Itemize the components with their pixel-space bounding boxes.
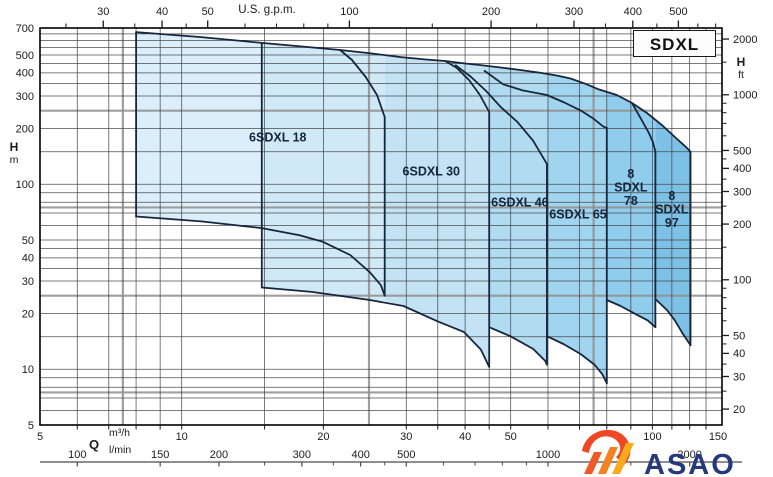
- y-right-tick-label: 300: [733, 186, 751, 198]
- x-bottom-lmin-tick-label: 2000: [677, 449, 701, 461]
- envelope-fill-zones: [136, 32, 691, 384]
- y-left-axis: 700 500 400 300 200 100 50 40 30 20 10 5: [16, 23, 34, 432]
- envelope-fill-zone: [384, 55, 490, 367]
- x-bottom-m3h-tick-label: 20: [317, 431, 329, 443]
- plot-frame: [39, 27, 723, 426]
- x-top-tick-label: 30: [97, 6, 109, 18]
- y-left-tick-label: 200: [16, 123, 34, 135]
- envelope-label: 6SDXL 18: [249, 131, 306, 145]
- logo-swoosh-icon: [582, 429, 631, 465]
- y-left-tick-label: 100: [16, 179, 34, 191]
- y-right-tick-label: 400: [733, 163, 751, 175]
- x-bottom-lmin-tick-label: 100: [68, 449, 86, 461]
- y-right-tick-label: 30: [733, 371, 745, 383]
- logo-text: ASAO: [644, 449, 736, 477]
- y-left-tick-label: 10: [22, 364, 34, 376]
- logo-stripe-icon: [598, 447, 618, 474]
- envelope-label: 6SDXL 46: [491, 196, 548, 210]
- x-bottom-m3h-tick-label: 100: [643, 431, 661, 443]
- envelope-outlines: [135, 31, 692, 385]
- envelope-outline-65-top-drop: [483, 70, 608, 129]
- x-bottom-lmin-tick-label: 300: [293, 449, 311, 461]
- y-left-tick-label: 30: [22, 276, 34, 288]
- y-left-tick-label: 20: [22, 308, 34, 320]
- y-right-tick-label: 500: [733, 145, 751, 157]
- envelope-fill-zone: [655, 119, 691, 346]
- envelope-outline-30-bottom: [260, 286, 491, 368]
- grid-emphasis-lines: [40, 28, 722, 425]
- envelope-outline-18-top-drop: [339, 49, 386, 118]
- x-bottom-lmin-tick-label: 200: [210, 449, 228, 461]
- x-bottom-m3h-tick-label: 40: [459, 431, 471, 443]
- envelope-fill-zone: [136, 32, 262, 229]
- x-bottom-lmin-tick-label: 150: [151, 449, 169, 461]
- x-top-tick-label: 40: [156, 6, 168, 18]
- envelope-label: 6SDXL 30: [403, 165, 460, 179]
- x-bottom-axis-m3h: 5 10 20 30 40 50 100 150: [37, 425, 727, 443]
- envelope-outline-46-bottom: [488, 326, 548, 366]
- envelope-outline-78-bottom: [605, 299, 657, 329]
- x-top-axis: 30 40 50 100 200 300 400 500: [65, 6, 717, 28]
- grid-lines: [40, 28, 722, 425]
- y-left-tick-label: 700: [16, 23, 34, 35]
- x-bottom-lmin-tick-label: 500: [397, 449, 415, 461]
- plot-frame: [39, 27, 723, 426]
- envelope-outline-outer-top-boundary: [135, 31, 692, 153]
- x-bottom-m3h-tick-label: 5: [37, 431, 43, 443]
- x-bottom-m3h-tick-label: 150: [709, 431, 727, 443]
- x-bottom-m3h-tick-label: 30: [400, 431, 412, 443]
- envelope-label: 6SDXL 65: [549, 208, 606, 222]
- x-bottom-m3h-tick-label: 10: [176, 431, 188, 443]
- y-left-axis-title: H m: [5, 141, 23, 166]
- envelope-outline-18-bottom: [135, 215, 386, 297]
- x-top-tick-label: 200: [482, 6, 500, 18]
- y-right-tick-label: 1000: [733, 90, 757, 102]
- x-top-tick-label: 400: [624, 6, 642, 18]
- x-bottom-lmin-tick-label: 400: [351, 449, 369, 461]
- envelope-outline-78-top-drop: [631, 102, 657, 153]
- x-top-tick-label: 300: [565, 6, 583, 18]
- x-top-tick-label: 100: [340, 6, 358, 18]
- y-left-tick-label: 500: [16, 50, 34, 62]
- envelope-fill-zone: [546, 73, 607, 384]
- x-top-tick-label: 500: [669, 6, 687, 18]
- x-bottom-m3h-tick-label: 50: [505, 431, 517, 443]
- x-top-axis-title: U.S. g.p.m.: [238, 4, 296, 16]
- x-bottom-unit-lmin: l/min: [109, 444, 132, 456]
- asao-logo: ASAO: [582, 429, 736, 477]
- y-right-tick-label: 20: [733, 404, 745, 416]
- envelope-label: 8 SDXL 78: [614, 167, 648, 208]
- y-right-tick-label: 200: [733, 219, 751, 231]
- y-right-axis-title: H ft: [732, 56, 750, 81]
- logo-stripe-icon: [612, 443, 634, 474]
- y-right-axis-unit: ft: [738, 69, 744, 81]
- envelope-outline-46-top-drop: [454, 64, 548, 165]
- y-right-axis-symbol: H: [736, 55, 746, 69]
- envelope-outline-30-top-drop: [444, 60, 491, 113]
- envelope-outline-97-bottom: [654, 298, 692, 347]
- y-left-axis-unit: m: [9, 154, 19, 166]
- y-left-tick-label: 5: [28, 420, 34, 432]
- envelope-label: 8 SDXL 97: [655, 189, 689, 230]
- x-bottom-unit-m3h: m³/h: [109, 427, 130, 439]
- x-bottom-axis-symbol: Q: [89, 437, 100, 452]
- y-right-axis: 2000 1000 500 400 300 200 100 50 40 30 20: [722, 34, 757, 416]
- y-left-tick-label: 50: [22, 235, 34, 247]
- x-top-tick-label: 50: [202, 6, 214, 18]
- y-left-tick-label: 40: [22, 253, 34, 265]
- y-left-tick-label: 400: [16, 68, 34, 80]
- y-right-tick-label: 2000: [733, 34, 757, 46]
- logo-stripe-icon: [584, 452, 602, 474]
- y-left-tick-label: 300: [16, 91, 34, 103]
- x-bottom-lmin-tick-label: 1000: [536, 449, 560, 461]
- y-right-tick-label: 100: [733, 275, 751, 287]
- y-right-tick-label: 40: [733, 348, 745, 360]
- y-left-axis-symbol: H: [9, 140, 19, 154]
- chart-title-box: SDXL: [633, 30, 716, 57]
- envelope-outline-65-bottom: [546, 335, 608, 385]
- y-right-tick-label: 50: [733, 330, 745, 342]
